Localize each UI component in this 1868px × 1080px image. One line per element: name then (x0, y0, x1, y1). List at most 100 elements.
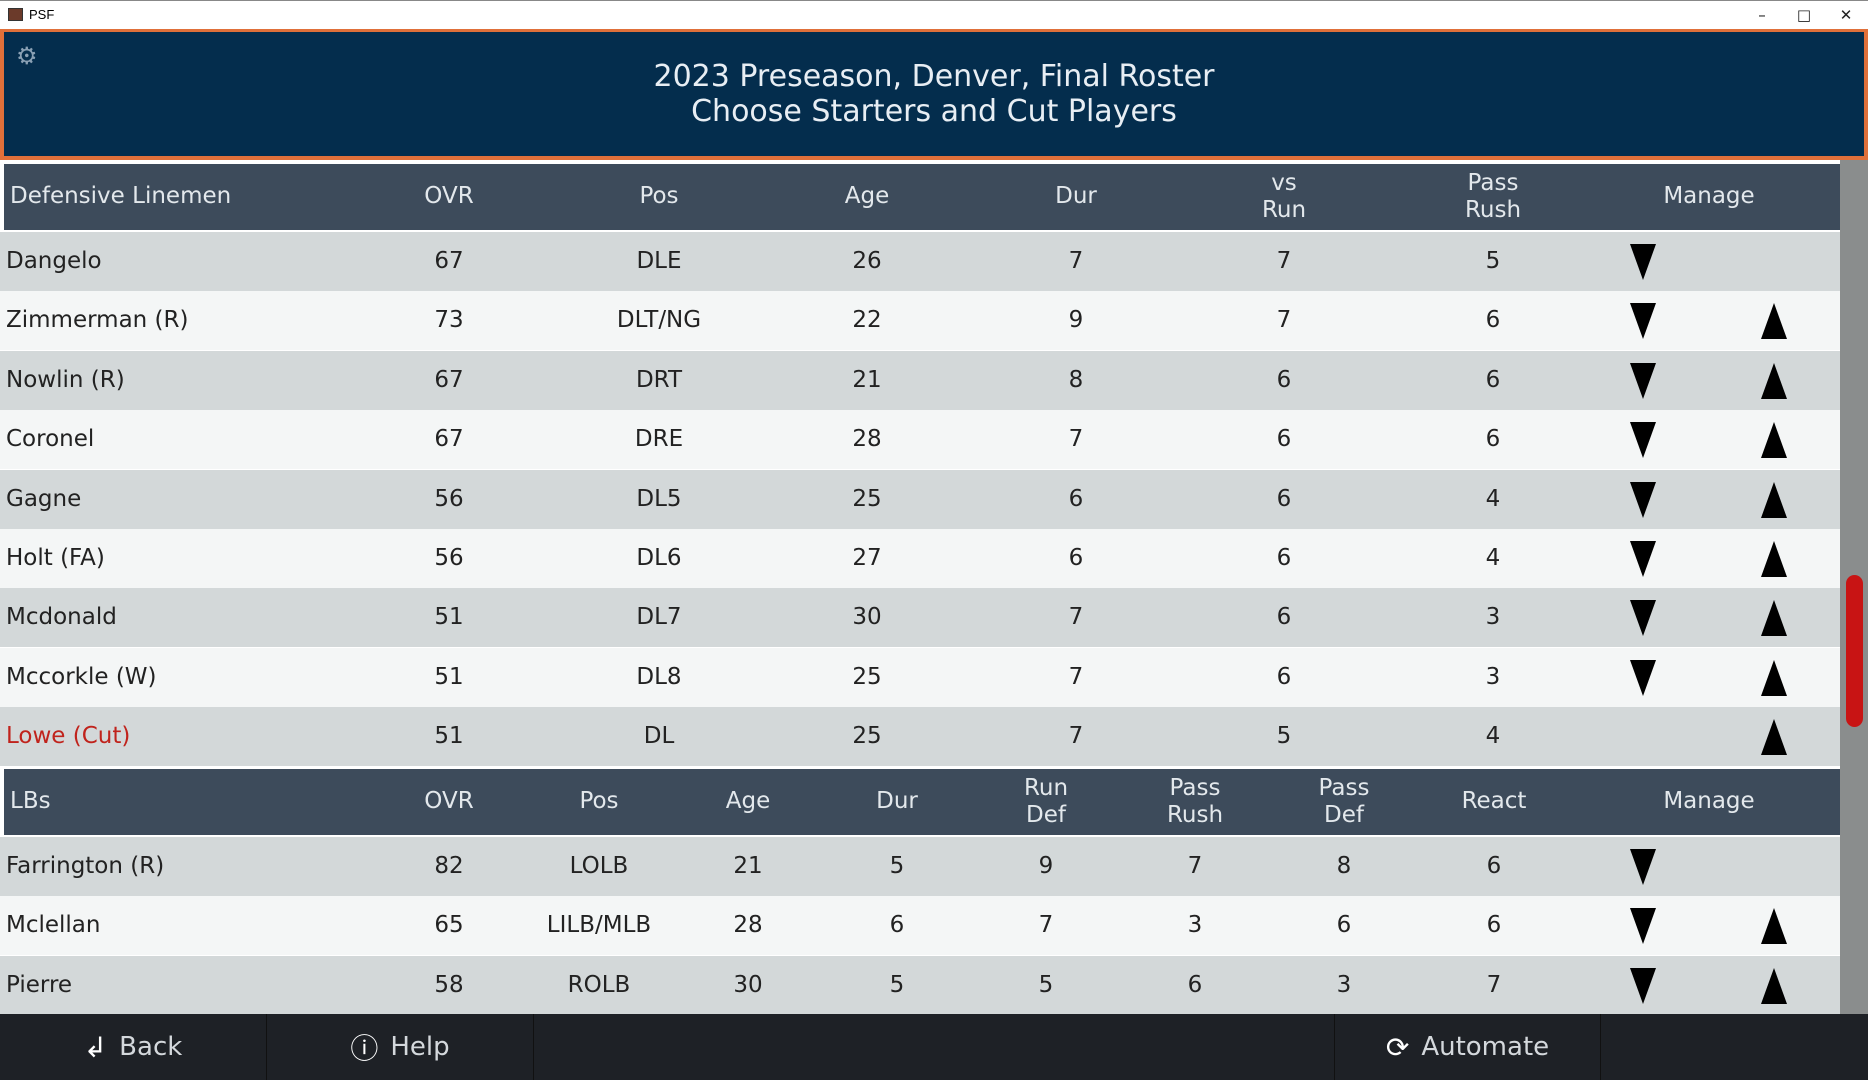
stat-cell: 7 (1068, 663, 1084, 690)
demote-arrow-icon[interactable] (1630, 849, 1656, 885)
column-header: Pass Def (1318, 775, 1370, 828)
stat-cell: 25 (852, 723, 882, 750)
demote-arrow-icon[interactable] (1630, 422, 1656, 459)
player-name[interactable]: Mclellan (6, 912, 101, 939)
dl-header-row: Defensive Linemen OVR Pos Age Dur vs Run Pass … (4, 164, 1862, 230)
automate-button[interactable]: ⟳ Automate (1334, 1014, 1601, 1080)
demote-arrow-icon[interactable] (1630, 967, 1656, 1004)
refresh-icon: ⟳ (1385, 1030, 1410, 1064)
stat-cell: 6 (889, 912, 905, 939)
stat-cell: 7 (1068, 248, 1084, 274)
back-arrow-icon: ↲ (83, 1030, 108, 1064)
player-name[interactable]: Gagne (6, 485, 82, 512)
stat-cell: 67 (434, 366, 464, 393)
demote-arrow-icon[interactable] (1630, 244, 1656, 280)
table-row: Mcdonald 51 DL7 30 7 6 3 (0, 588, 1840, 648)
demote-arrow-icon[interactable] (1630, 908, 1656, 945)
section-title: Defensive Linemen (10, 183, 232, 209)
stat-cell: DLT/NG (616, 307, 702, 334)
stat-cell: 51 (434, 663, 464, 690)
promote-arrow-icon[interactable] (1761, 600, 1787, 637)
minimize-button[interactable]: – (1758, 6, 1766, 24)
stat-cell: DL5 (636, 485, 682, 512)
stat-cell: 51 (434, 604, 464, 631)
title-line-1: 2023 Preseason, Denver, Final Roster (653, 59, 1215, 94)
column-header: Pass Rush (1464, 170, 1522, 223)
stat-cell: 6 (1276, 663, 1292, 690)
demote-arrow-icon[interactable] (1630, 541, 1656, 577)
table-row: Coronel 67 DRE 28 7 6 6 (0, 410, 1840, 470)
player-name[interactable]: Coronel (6, 426, 95, 453)
player-name[interactable]: Zimmerman (R) (6, 307, 189, 334)
promote-arrow-icon[interactable] (1761, 362, 1787, 399)
stat-cell: 26 (852, 248, 882, 274)
stat-cell: 6 (1276, 604, 1292, 631)
stat-cell: 7 (1276, 307, 1292, 334)
promote-arrow-icon[interactable] (1761, 422, 1787, 459)
stat-cell: 65 (434, 912, 464, 939)
header-banner: ⚙ 2023 Preseason, Denver, Final Roster C… (0, 29, 1868, 160)
stat-cell: 6 (1068, 485, 1084, 512)
stat-cell: 3 (1485, 604, 1501, 631)
column-header: vs Run (1261, 170, 1307, 223)
column-header: Age (725, 788, 771, 814)
gear-icon[interactable]: ⚙ (16, 42, 38, 70)
demote-arrow-icon[interactable] (1630, 659, 1656, 696)
close-button[interactable]: ✕ (1839, 6, 1853, 24)
title-line-2: Choose Starters and Cut Players (691, 94, 1177, 129)
promote-arrow-icon[interactable] (1761, 719, 1787, 756)
promote-arrow-icon[interactable] (1761, 481, 1787, 518)
stat-cell: 58 (434, 971, 464, 998)
promote-arrow-icon[interactable] (1761, 967, 1787, 1004)
player-name[interactable]: Mccorkle (W) (6, 663, 157, 690)
stat-cell: 4 (1485, 545, 1501, 571)
player-name[interactable]: Nowlin (R) (6, 366, 125, 393)
window-title: PSF (29, 7, 55, 22)
stat-cell: 6 (1068, 545, 1084, 571)
player-name[interactable]: Holt (FA) (6, 545, 105, 571)
app-icon (8, 8, 23, 21)
stat-cell: 7 (1187, 853, 1203, 879)
stat-cell: 56 (434, 485, 464, 512)
promote-arrow-icon[interactable] (1761, 659, 1787, 696)
stat-cell: DL8 (636, 663, 682, 690)
stat-cell: 5 (1276, 723, 1292, 750)
back-button[interactable]: ↲ Back (0, 1014, 267, 1080)
stat-cell: DLE (636, 248, 682, 274)
player-name[interactable]: Dangelo (6, 248, 102, 274)
stat-cell: 8 (1336, 853, 1352, 879)
player-name[interactable]: Lowe (Cut) (6, 723, 131, 750)
stat-cell: 7 (1038, 912, 1054, 939)
stat-cell: 28 (733, 912, 763, 939)
help-button[interactable]: ⓘ Help (267, 1014, 534, 1080)
table-row: Mccorkle (W) 51 DL8 25 7 6 3 (0, 647, 1840, 707)
demote-arrow-icon[interactable] (1630, 303, 1656, 340)
player-name[interactable]: Mcdonald (6, 604, 117, 631)
promote-arrow-icon[interactable] (1761, 541, 1787, 577)
stat-cell: 3 (1336, 971, 1352, 998)
stat-cell: 82 (434, 853, 464, 879)
maximize-button[interactable]: □ (1796, 6, 1812, 24)
stat-cell: 25 (852, 485, 882, 512)
stat-cell: 6 (1276, 426, 1292, 453)
stat-cell: 8 (1068, 366, 1084, 393)
column-header: Dur (876, 788, 918, 814)
table-row: Zimmerman (R) 73 DLT/NG 22 9 7 6 (0, 291, 1840, 351)
table-row: Farrington (R) 82 LOLB 21 5 9 7 8 6 (0, 837, 1840, 896)
stat-cell: 9 (1068, 307, 1084, 334)
stat-cell: 9 (1038, 853, 1054, 879)
demote-arrow-icon[interactable] (1630, 362, 1656, 399)
table-row: Mclellan 65 LILB/MLB 28 6 7 3 6 6 (0, 896, 1840, 956)
demote-arrow-icon[interactable] (1630, 600, 1656, 637)
scrollbar-thumb[interactable] (1846, 575, 1863, 727)
demote-arrow-icon[interactable] (1630, 481, 1656, 518)
player-name[interactable]: Farrington (R) (6, 853, 165, 879)
table-row: Lowe (Cut) 51 DL 25 7 5 4 (0, 707, 1840, 767)
stat-cell: 5 (1038, 971, 1054, 998)
stat-cell: 25 (852, 663, 882, 690)
promote-arrow-icon[interactable] (1761, 908, 1787, 945)
promote-arrow-icon[interactable] (1761, 303, 1787, 340)
stat-cell: 4 (1485, 723, 1501, 750)
player-name[interactable]: Pierre (6, 971, 73, 998)
table-row: Pierre 58 ROLB 30 5 5 6 3 7 (0, 955, 1840, 1015)
